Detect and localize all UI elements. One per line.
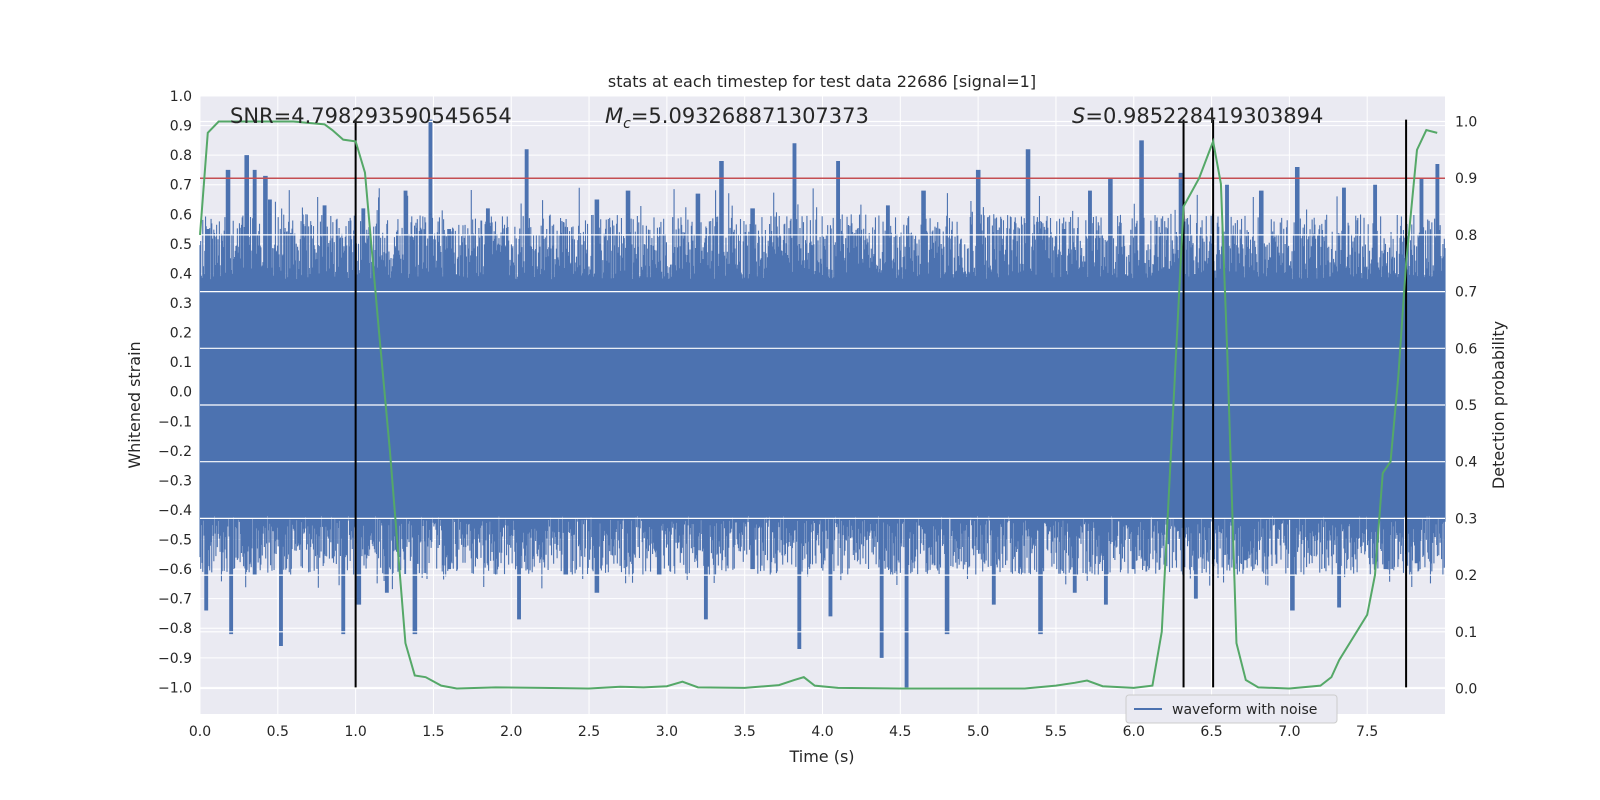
x-tick: 0.5 xyxy=(267,724,289,740)
y-right-tick: 0.9 xyxy=(1455,171,1477,187)
y-right-tick: 0.1 xyxy=(1455,625,1477,641)
legend-label-waveform: waveform with noise xyxy=(1172,702,1317,718)
y-left-tick: 0.9 xyxy=(170,119,192,135)
y-left-tick: 0.2 xyxy=(170,326,192,342)
y-left-tick: −0.6 xyxy=(158,562,192,578)
x-tick: 2.0 xyxy=(500,724,522,740)
x-tick: 1.0 xyxy=(344,724,366,740)
legend-box xyxy=(1125,694,1338,724)
y-left-tick: −0.5 xyxy=(158,533,192,549)
series-waveform xyxy=(199,119,1446,688)
y-right-tick: 0.8 xyxy=(1455,228,1477,244)
y-right-tick: 0.2 xyxy=(1455,568,1477,584)
y-right-tick: 0.5 xyxy=(1455,398,1477,414)
y-left-tick: 0.4 xyxy=(170,266,192,282)
y-right-tick: 1.0 xyxy=(1455,115,1477,131)
y-left-tick-labels: 1.0 0.9 0.8 0.7 0.6 0.5 0.4 0.3 0.2 0.1 0.0 −0.1 −0.… xyxy=(158,89,192,696)
y-right-tick: 0.6 xyxy=(1455,341,1477,357)
x-tick-labels: 0.0 0.5 1.0 1.5 2.0 2.5 3.0 3.5 4.0 4.5 5.0 5.5 6.0 6… xyxy=(189,724,1378,740)
y-left-tick: 0.1 xyxy=(170,355,192,371)
y-left-tick: 0.7 xyxy=(170,178,192,194)
x-tick: 6.0 xyxy=(1123,724,1145,740)
y-left-tick: −0.7 xyxy=(158,592,192,608)
s-value: =0.985228419303894 xyxy=(1085,104,1323,128)
x-tick: 5.0 xyxy=(967,724,989,740)
x-tick: 3.0 xyxy=(656,724,678,740)
y-left-tick: −0.8 xyxy=(158,621,192,637)
y-left-tick: −0.1 xyxy=(158,414,192,430)
s-symbol: S xyxy=(1072,104,1085,128)
x-tick: 4.0 xyxy=(811,724,833,740)
y-left-axis-label: Whitened strain xyxy=(125,341,144,468)
y-left-tick: 0.6 xyxy=(170,207,192,223)
x-tick: 7.0 xyxy=(1278,724,1300,740)
y-left-tick: −1.0 xyxy=(158,680,192,696)
x-tick: 4.5 xyxy=(889,724,911,740)
y-left-tick: 0.8 xyxy=(170,148,192,164)
y-right-axis-label: Detection probability xyxy=(1489,321,1508,489)
legend: waveform with noise xyxy=(1125,694,1338,724)
y-left-tick: 1.0 xyxy=(170,89,192,105)
y-left-tick: 0.5 xyxy=(170,237,192,253)
series-detection-probability xyxy=(199,120,1438,690)
x-tick: 5.5 xyxy=(1045,724,1067,740)
x-tick: 3.5 xyxy=(734,724,756,740)
y-left-tick: −0.2 xyxy=(158,444,192,460)
y-right-tick: 0.4 xyxy=(1455,455,1477,471)
y-right-tick: 0.7 xyxy=(1455,285,1477,301)
waveform-trace xyxy=(199,119,1446,688)
x-tick: 1.5 xyxy=(422,724,444,740)
x-axis-label: Time (s) xyxy=(788,747,854,766)
s-annotation: S=0.985228419303894 xyxy=(1072,104,1323,128)
y-left-tick: 0.0 xyxy=(170,385,192,401)
x-tick: 2.5 xyxy=(578,724,600,740)
x-tick: 0.0 xyxy=(189,724,211,740)
y-left-tick: 0.3 xyxy=(170,296,192,312)
chart-title: stats at each timestep for test data 226… xyxy=(608,72,1036,91)
y-left-tick: −0.3 xyxy=(158,473,192,489)
mc-symbol: M xyxy=(605,104,623,128)
snr-annotation: SNR=4.798293590545654 xyxy=(230,104,512,128)
detection-probability-line xyxy=(199,120,1438,690)
y-left-tick: −0.9 xyxy=(158,651,192,667)
y-left-tick: −0.4 xyxy=(158,503,192,519)
x-tick: 6.5 xyxy=(1200,724,1222,740)
mc-subscript: c xyxy=(623,116,631,132)
x-tick: 7.5 xyxy=(1356,724,1378,740)
mc-value: =5.093268871307373 xyxy=(631,104,869,128)
chirp-mass-annotation: Mc=5.093268871307373 xyxy=(605,104,869,132)
y-right-tick: 0.3 xyxy=(1455,511,1477,527)
y-right-tick-labels: 1.0 0.9 0.8 0.7 0.6 0.5 0.4 0.3 0.2 0.1 0.0 xyxy=(1455,115,1477,698)
y-right-tick: 0.0 xyxy=(1455,681,1477,697)
